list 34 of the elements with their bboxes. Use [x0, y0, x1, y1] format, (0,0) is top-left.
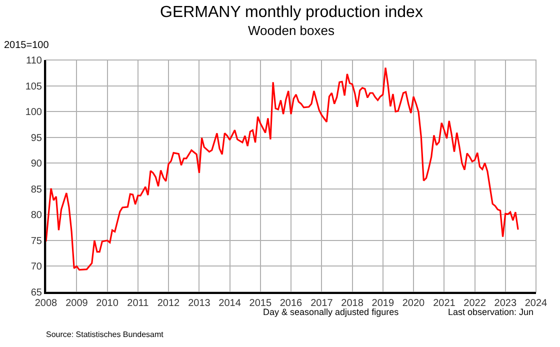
y-tick-label: 65	[30, 288, 42, 298]
x-tick-label: 2024	[524, 298, 548, 309]
x-tick-label: 2013	[188, 298, 211, 309]
source-note: Source: Statistisches Bundesamt	[46, 330, 164, 339]
y-tick-label: 105	[25, 81, 42, 92]
y-tick-label: 100	[25, 107, 42, 118]
x-tick-label: 2010	[96, 298, 119, 309]
x-tick-label: 2022	[464, 298, 486, 309]
y-axis-title: 2015=100	[4, 40, 50, 51]
x-tick-label: 2023	[494, 298, 517, 309]
x-tick-label: 2018	[341, 298, 364, 309]
y-tick-label: 95	[30, 132, 42, 144]
y-tick-label: 80	[30, 210, 42, 222]
text: Day & seasonally adjusted figures	[263, 307, 400, 317]
chart-subtitle: Wooden boxes	[248, 23, 335, 38]
x-tick-label: 2016	[280, 298, 303, 309]
x-tick-label: 2015	[249, 298, 272, 309]
text: Last observation: Jun	[448, 307, 534, 317]
x-tick-label: 2020	[402, 298, 426, 309]
x-tick-label: 2021	[433, 298, 456, 309]
y-tick-label: 110	[26, 56, 42, 66]
y-tick-label: 90	[30, 158, 42, 170]
x-tick-label: 2009	[66, 298, 88, 309]
x-tick-label: 2008	[34, 298, 58, 309]
line-series	[46, 66, 519, 271]
x-tick-label: 2012	[157, 298, 180, 309]
x-tick-label: 2014	[218, 298, 242, 309]
y-tick-label: 85	[30, 184, 42, 196]
y-tick-label: 75	[30, 236, 42, 247]
x-tick-label: 2011	[127, 298, 150, 309]
chart-title: GERMANY monthly production index	[160, 4, 423, 21]
x-tick-label: 2017	[310, 298, 334, 309]
x-tick-label: 2019	[372, 298, 394, 309]
y-tick-label: 70	[30, 262, 42, 273]
